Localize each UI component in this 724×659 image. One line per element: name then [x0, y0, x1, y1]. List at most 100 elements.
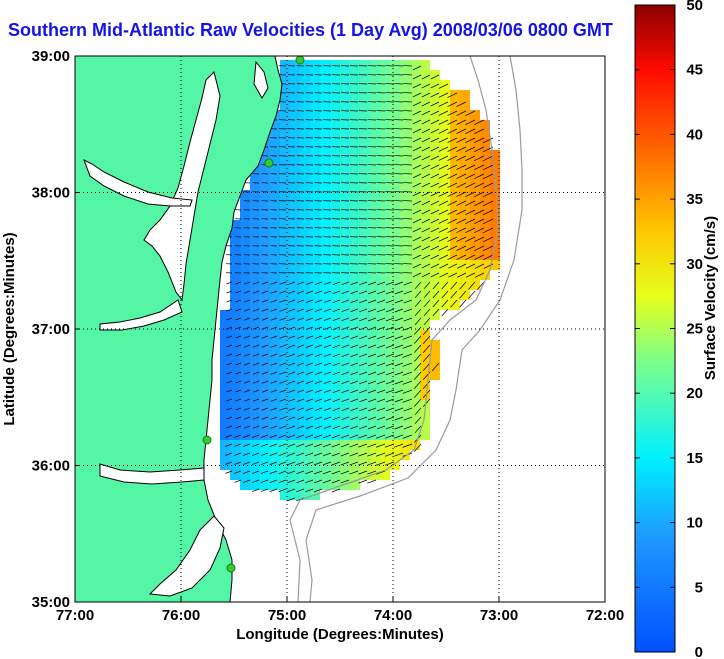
colorbar-tick-label: 30 — [686, 256, 703, 273]
velocity-cell — [380, 150, 390, 160]
velocity-vector — [438, 173, 449, 179]
velocity-vector — [421, 92, 431, 98]
velocity-cell — [430, 130, 440, 140]
velocity-cell — [340, 400, 350, 410]
velocity-cell — [240, 210, 250, 220]
velocity-vector — [412, 200, 422, 206]
velocity-cell — [390, 70, 400, 80]
velocity-vector — [306, 344, 314, 348]
velocity-vector — [269, 470, 278, 474]
velocity-cell — [220, 350, 230, 360]
velocity-cell — [300, 270, 310, 280]
velocity-cell — [250, 270, 260, 280]
velocity-vector — [297, 398, 305, 402]
velocity-vector — [226, 317, 233, 321]
velocity-cell — [410, 220, 420, 230]
velocity-vector — [296, 452, 305, 457]
velocity-vector — [482, 173, 494, 180]
velocity-cell — [370, 420, 380, 430]
velocity-vector — [438, 182, 449, 188]
velocity-cell — [290, 400, 300, 410]
velocity-cell — [230, 430, 240, 440]
velocity-cell — [310, 60, 320, 70]
velocity-cell — [260, 270, 270, 280]
velocity-vector — [438, 146, 449, 152]
velocity-cell — [270, 270, 280, 280]
velocity-cell — [260, 230, 270, 240]
velocity-vector — [482, 218, 494, 225]
velocity-vector — [350, 389, 359, 394]
velocity-cell — [410, 230, 420, 240]
velocity-vector — [457, 272, 467, 278]
velocity-cell — [370, 120, 380, 130]
velocity-vector — [474, 182, 485, 189]
velocity-cell — [400, 170, 410, 180]
velocity-vector — [349, 452, 359, 457]
velocity-cell — [340, 230, 350, 240]
velocity-cell — [350, 300, 360, 310]
velocity-cell — [390, 290, 400, 300]
velocity-vector — [243, 371, 251, 375]
velocity-vector — [438, 92, 449, 98]
map-title: Southern Mid-Atlantic Raw Velocities (1 … — [8, 20, 613, 40]
velocity-vector — [341, 299, 350, 304]
velocity-vector — [243, 362, 251, 366]
velocity-cell — [260, 360, 270, 370]
velocity-cell — [230, 400, 240, 410]
velocity-cell — [420, 190, 430, 200]
velocity-vector — [252, 281, 260, 285]
velocity-vector — [350, 308, 359, 313]
velocity-cell — [330, 180, 340, 190]
velocity-cell — [380, 350, 390, 360]
velocity-vector — [430, 155, 440, 161]
velocity-vector — [438, 128, 449, 134]
velocity-cell — [350, 260, 360, 270]
velocity-vector — [414, 416, 422, 425]
velocity-vector — [438, 191, 449, 197]
velocity-vector — [243, 389, 251, 393]
velocity-cell — [450, 230, 460, 240]
velocity-vector — [287, 443, 296, 448]
velocity-vector — [465, 218, 476, 224]
velocity-vector — [385, 416, 395, 421]
velocity-cell — [420, 280, 430, 290]
velocity-cell — [400, 150, 410, 160]
velocity-vector — [430, 209, 440, 215]
velocity-cell — [280, 230, 290, 240]
velocity-vector — [279, 416, 287, 420]
velocity-vector — [340, 479, 350, 484]
velocity-cell — [400, 340, 410, 350]
velocity-cell — [290, 320, 300, 330]
velocity-cell — [390, 260, 400, 270]
velocity-vector — [226, 290, 233, 294]
velocity-cell — [330, 390, 340, 400]
velocity-cell — [380, 320, 390, 330]
velocity-vector — [332, 416, 341, 420]
velocity-cell — [330, 280, 340, 290]
velocity-cell — [430, 120, 440, 130]
velocity-cell — [290, 80, 300, 90]
velocity-cell — [460, 260, 470, 270]
velocity-cell — [270, 180, 280, 190]
velocity-vector — [459, 281, 467, 290]
velocity-vector — [412, 272, 422, 278]
velocity-cell — [340, 330, 350, 340]
velocity-vector — [482, 164, 494, 171]
velocity-vector — [314, 317, 323, 321]
velocity-cell — [230, 440, 240, 450]
velocity-cell — [330, 110, 340, 120]
velocity-cell — [470, 130, 480, 140]
velocity-vector — [412, 164, 422, 170]
plot-area — [74, 55, 606, 603]
velocity-vector — [350, 380, 359, 385]
velocity-vector — [350, 353, 359, 358]
velocity-cell — [240, 270, 250, 280]
velocity-vector — [252, 290, 260, 294]
colorbar-label: Surface Velocity (cm/s) — [702, 216, 719, 380]
velocity-cell — [260, 260, 270, 270]
velocity-cell — [390, 120, 400, 130]
velocity-vector — [367, 479, 377, 484]
chesapeake-bay — [143, 71, 221, 302]
velocity-cell — [360, 390, 370, 400]
